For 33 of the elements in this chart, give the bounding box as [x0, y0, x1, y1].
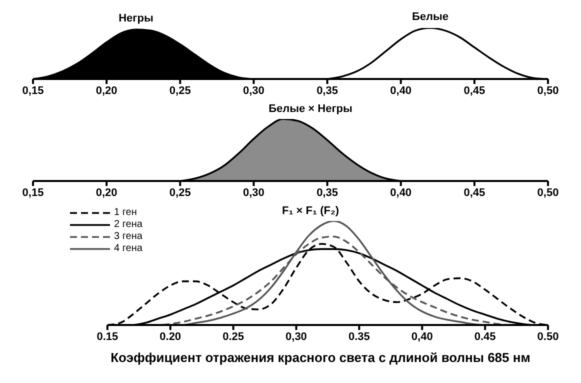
x-tick-label: 0,45: [464, 84, 486, 97]
chart-title: Белые × Негры: [268, 103, 354, 117]
x-tick-label: 0.25: [222, 330, 244, 343]
x-tick-label: 0,50: [537, 84, 559, 97]
x-tick-label: 0.45: [474, 330, 496, 343]
x-tick-label: 0,40: [390, 84, 412, 97]
x-tick-label: 0,35: [316, 84, 338, 97]
x-tick-label: 0,45: [464, 186, 486, 199]
x-tick-label: 0.15: [96, 330, 118, 343]
x-tick-label: 0,15: [22, 186, 44, 199]
x-tick-label: 0,30: [243, 186, 264, 199]
x-tick-label: 0,20: [96, 84, 118, 97]
x-tick-label: 0,30: [243, 84, 264, 97]
x-tick-label: 0,25: [169, 186, 191, 199]
x-tick-label: 0,20: [96, 186, 118, 199]
legend-label: 3 гена: [114, 231, 142, 243]
x-tick-label: 0,30: [286, 330, 307, 343]
x-tick-label: 0.35: [348, 330, 370, 343]
x-tick-label: 0,40: [411, 330, 433, 343]
x-axis-title: Коэффициент отражения красного света с длиной волны 685 нм: [110, 349, 532, 367]
x-tick-label: 0,40: [390, 186, 412, 199]
legend-label: 4 гена: [114, 243, 142, 255]
legend-label: 2 гена: [114, 219, 142, 231]
x-tick-label: 0,35: [316, 186, 338, 199]
x-tick-label: 0.20: [160, 330, 182, 343]
series-label: Белые: [412, 11, 449, 23]
legend-label: 1 ген: [114, 207, 137, 219]
x-tick-label: 0,25: [169, 84, 191, 97]
x-tick-label: 0,50: [537, 186, 559, 199]
series-label: Негры: [118, 12, 154, 25]
x-tick-label: 0.50: [537, 330, 559, 343]
chart-title: F₁ × F₁ (F₂): [282, 205, 340, 217]
x-tick-label: 0,15: [22, 84, 44, 97]
